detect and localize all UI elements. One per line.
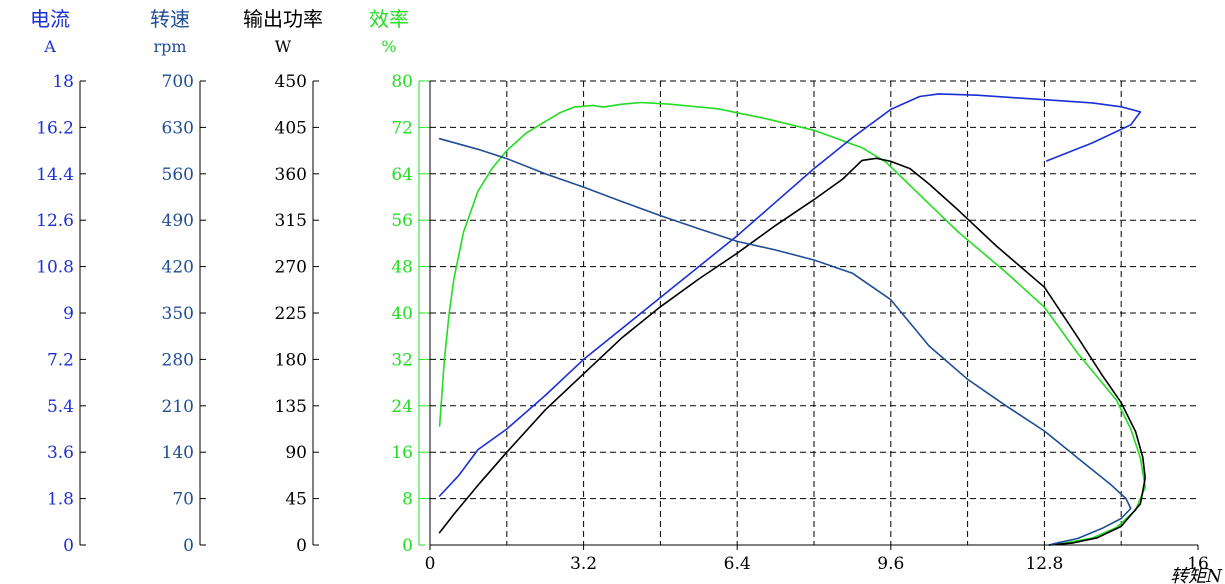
tick-label-power: 135 xyxy=(275,397,307,417)
tick-label-current: 9 xyxy=(63,304,74,324)
tick-label-power: 0 xyxy=(296,536,307,556)
tick-label-speed: 70 xyxy=(172,490,194,510)
tick-label-speed: 280 xyxy=(162,350,194,370)
tick-label-efficiency: 72 xyxy=(391,118,413,138)
axis-title-speed: 转速 xyxy=(150,7,190,31)
tick-label-speed: 0 xyxy=(183,536,194,556)
x-axis-label: 转矩N xyxy=(1170,566,1223,584)
x-tick-label: 12.8 xyxy=(1025,554,1063,574)
tick-label-power: 180 xyxy=(275,350,307,370)
axis-current: 电流 A 0 1.8 3.6 5.4 7.2 9 10.8 12.6 14.4 16.2 18 xyxy=(30,7,86,556)
x-tick-label: 6.4 xyxy=(724,554,751,574)
axis-power: 输出功率 W 0 45 90 135 180 225 270 315 360 405 450 xyxy=(243,7,323,556)
tick-label-efficiency: 64 xyxy=(391,165,413,185)
axis-unit-current: A xyxy=(43,37,56,56)
x-tick-label: 9.6 xyxy=(877,554,904,574)
tick-label-current: 10.8 xyxy=(36,258,74,278)
tick-label-power: 90 xyxy=(285,443,307,463)
tick-label-current: 1.8 xyxy=(47,490,74,510)
tick-label-efficiency: 56 xyxy=(391,211,413,231)
axis-title-efficiency: 效率 xyxy=(369,7,409,31)
tick-label-efficiency: 16 xyxy=(391,443,413,463)
series-line-speed xyxy=(438,137,1132,546)
tick-label-current: 7.2 xyxy=(47,350,74,370)
series-line-power xyxy=(438,157,1146,546)
axis-unit-efficiency: % xyxy=(381,37,396,56)
tick-label-current: 18 xyxy=(52,72,74,92)
axis-unit-power: W xyxy=(275,37,292,56)
tick-label-efficiency: 32 xyxy=(391,350,413,370)
x-tick-label: 16 xyxy=(1187,554,1209,574)
tick-label-speed: 700 xyxy=(162,72,194,92)
tick-label-current: 5.4 xyxy=(47,397,74,417)
tick-label-power: 225 xyxy=(275,304,307,324)
tick-label-speed: 210 xyxy=(162,397,194,417)
tick-label-efficiency: 80 xyxy=(391,72,413,92)
tick-label-power: 405 xyxy=(275,118,307,138)
tick-label-speed: 560 xyxy=(162,165,194,185)
axis-efficiency: 效率% 0 8 16 24 32 40 48 56 64 72 80 xyxy=(369,7,425,556)
tick-label-speed: 490 xyxy=(162,211,194,231)
tick-label-efficiency: 24 xyxy=(391,397,413,417)
axis-unit-speed: rpm xyxy=(153,37,186,56)
grid xyxy=(426,80,1198,545)
tick-label-efficiency: 0 xyxy=(402,536,413,556)
tick-label-efficiency: 48 xyxy=(391,258,413,278)
plot-frame xyxy=(429,81,1198,546)
tick-label-power: 270 xyxy=(275,258,307,278)
tick-label-efficiency: 8 xyxy=(402,490,413,510)
x-tick-label: 0 xyxy=(425,554,436,574)
left-axes: 电流 A 0 1.8 3.6 5.4 7.2 9 10.8 12.6 14.4 16.2 18 转速 rpm… xyxy=(30,7,425,556)
x-tick-label: 3.2 xyxy=(570,554,597,574)
tick-label-power: 450 xyxy=(275,72,307,92)
series-line-current xyxy=(438,93,1142,497)
tick-label-current: 16.2 xyxy=(36,118,74,138)
tick-label-power: 315 xyxy=(275,211,307,231)
tick-label-power: 360 xyxy=(275,165,307,185)
tick-label-speed: 350 xyxy=(162,304,194,324)
tick-label-current: 14.4 xyxy=(36,165,74,185)
tick-label-efficiency: 40 xyxy=(391,304,413,324)
tick-label-power: 45 xyxy=(285,490,307,510)
axis-speed: 转速 rpm 0 70 140 210 280 350 420 490 560 630 700 xyxy=(150,7,206,556)
axis-title-power: 输出功率 xyxy=(243,7,323,31)
tick-label-current: 0 xyxy=(63,536,74,556)
tick-label-speed: 420 xyxy=(162,258,194,278)
tick-label-speed: 630 xyxy=(162,118,194,138)
tick-label-speed: 140 xyxy=(162,443,194,463)
tick-label-current: 3.6 xyxy=(47,443,74,463)
series-line-efficiency xyxy=(438,101,1146,546)
axis-title-current: 电流 xyxy=(30,7,70,31)
tick-label-current: 12.6 xyxy=(36,211,74,231)
series-group xyxy=(438,93,1146,546)
